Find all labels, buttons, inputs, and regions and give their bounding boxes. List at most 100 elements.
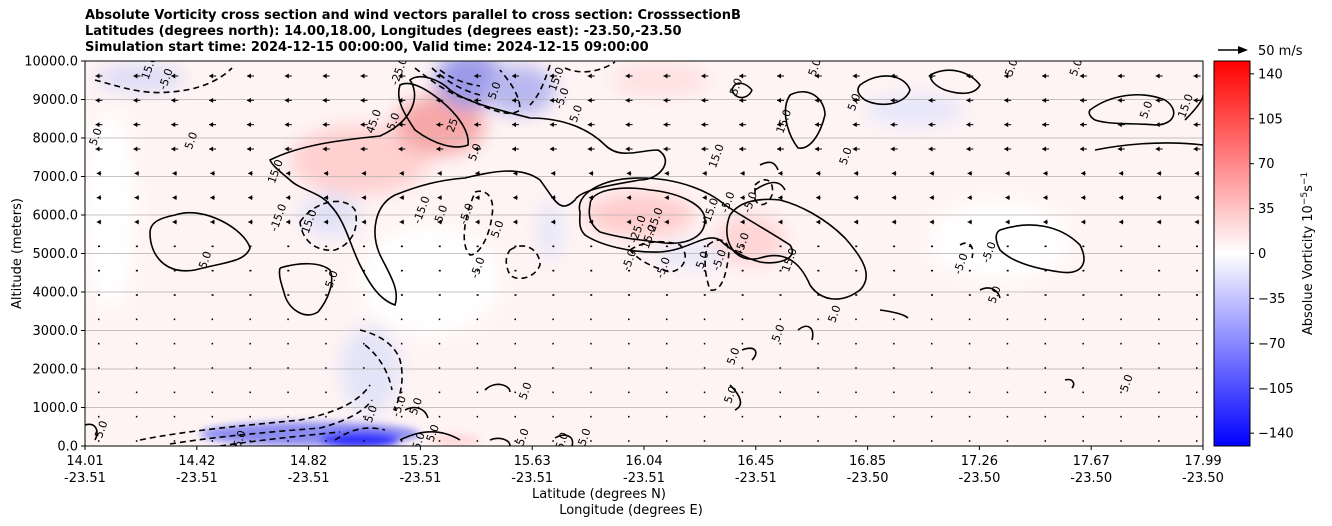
- wind-vector-head: [1079, 146, 1084, 152]
- wind-vector: [400, 415, 403, 418]
- wind-vector: [817, 245, 820, 248]
- x-tick-label-latitude: 17.26: [961, 454, 998, 469]
- wind-vector: [476, 245, 479, 248]
- wind-vector-head: [891, 219, 896, 225]
- contour-line: [1064, 378, 1075, 389]
- wind-vector: [817, 269, 820, 272]
- wind-vector-head: [929, 195, 934, 201]
- wind-vector: [628, 269, 631, 272]
- wind-vector: [287, 245, 290, 248]
- wind-vector: [930, 391, 933, 394]
- wind-vector-head: [890, 122, 895, 128]
- wind-vector-head: [246, 97, 251, 103]
- wind-vector: [173, 367, 176, 369]
- colorbar-tick-label: −35: [1258, 292, 1285, 307]
- wind-vector-head: [890, 97, 895, 103]
- wind-vector: [590, 440, 592, 442]
- wind-vector: [968, 391, 971, 394]
- negative-vorticity-region: [538, 200, 562, 260]
- wind-vector-head: [853, 219, 858, 225]
- wind-vector-head: [1004, 146, 1009, 152]
- wind-vector: [363, 294, 366, 296]
- wind-vector: [1006, 294, 1009, 296]
- wind-vector: [855, 269, 858, 272]
- wind-vector-head: [1081, 170, 1086, 176]
- wind-vector: [135, 415, 138, 418]
- wind-vector: [287, 294, 290, 296]
- wind-vector: [1196, 391, 1198, 394]
- wind-vector-head: [1005, 195, 1010, 201]
- wind-vector: [135, 440, 138, 442]
- contour-line: [995, 224, 1085, 274]
- wind-vector-head: [172, 195, 177, 201]
- wind-vector-head: [398, 97, 403, 103]
- wind-vector: [968, 318, 971, 321]
- x-tick-label-latitude: 16.85: [849, 454, 886, 469]
- wind-vector-head: [248, 195, 253, 201]
- wind-vector-head: [1193, 97, 1198, 103]
- wind-vector: [1120, 318, 1122, 321]
- wind-vector-head: [664, 170, 669, 176]
- near-zero-region: [930, 200, 1070, 280]
- wind-vector: [1158, 391, 1160, 394]
- wind-vector: [665, 367, 668, 369]
- contour-line: [404, 406, 429, 419]
- wind-vector-head: [966, 73, 971, 79]
- wind-vector: [855, 440, 857, 442]
- contour-label: 5.0: [323, 269, 341, 290]
- wind-vector: [855, 367, 857, 369]
- wind-vector: [400, 391, 403, 394]
- wind-vector: [703, 391, 706, 394]
- wind-vector: [855, 342, 857, 345]
- wind-vector: [135, 245, 138, 248]
- wind-vector: [173, 415, 176, 418]
- wind-vector: [590, 367, 592, 369]
- wind-vector-head: [966, 146, 971, 152]
- wind-vector: [893, 367, 895, 369]
- wind-vector: [98, 245, 100, 248]
- colorbar-gradient: [1213, 60, 1251, 447]
- wind-vector: [741, 342, 744, 345]
- wind-vector-head: [323, 170, 328, 176]
- colorbar-tick-label: 35: [1258, 202, 1275, 217]
- wind-vector: [703, 415, 706, 418]
- wind-vector: [514, 367, 516, 369]
- wind-vector-head: [95, 146, 100, 152]
- wind-vector: [1196, 269, 1198, 272]
- wind-vector: [552, 294, 555, 296]
- wind-vector: [665, 440, 668, 442]
- contour-line: [334, 427, 386, 441]
- wind-vector: [400, 367, 403, 369]
- wind-vector: [325, 294, 328, 296]
- contour-label: 5.0: [488, 219, 506, 240]
- wind-vector: [1120, 415, 1122, 418]
- wind-vector: [476, 367, 479, 369]
- wind-vector: [173, 294, 176, 296]
- y-tick-label: 0.0: [57, 440, 78, 455]
- wind-vector-head: [284, 122, 289, 128]
- x-tick-label-latitude: 17.99: [1184, 454, 1221, 469]
- wind-vector: [211, 318, 214, 321]
- wind-vector: [514, 415, 516, 418]
- y-axis: 0.0 1000.0 2000.0 3000.0 4000.0 5000.0 6000.0 7…: [24, 55, 85, 455]
- wind-vector-head: [284, 73, 289, 79]
- wind-vector: [628, 440, 630, 442]
- wind-vector-head: [928, 73, 933, 79]
- wind-vectors: [95, 73, 1201, 442]
- contour-line: [414, 67, 521, 115]
- negative-vorticity-region: [95, 64, 185, 92]
- wind-vector: [249, 342, 251, 345]
- colorbar-tick-label: −140: [1258, 427, 1294, 442]
- contour-label: 5.0: [721, 384, 739, 405]
- wind-vector: [438, 440, 441, 442]
- wind-vector-head: [134, 195, 139, 201]
- wind-vector-head: [1155, 73, 1160, 79]
- wind-vector: [476, 294, 479, 296]
- wind-vector: [400, 269, 403, 272]
- wind-vector-head: [778, 195, 783, 201]
- wind-vector: [135, 269, 138, 272]
- positive-vorticity-region: [430, 434, 480, 446]
- wind-vector-head: [398, 73, 403, 79]
- colorbar-label: Absolue Vorticity 10−5s−1: [1300, 172, 1316, 335]
- wind-vector: [287, 391, 289, 394]
